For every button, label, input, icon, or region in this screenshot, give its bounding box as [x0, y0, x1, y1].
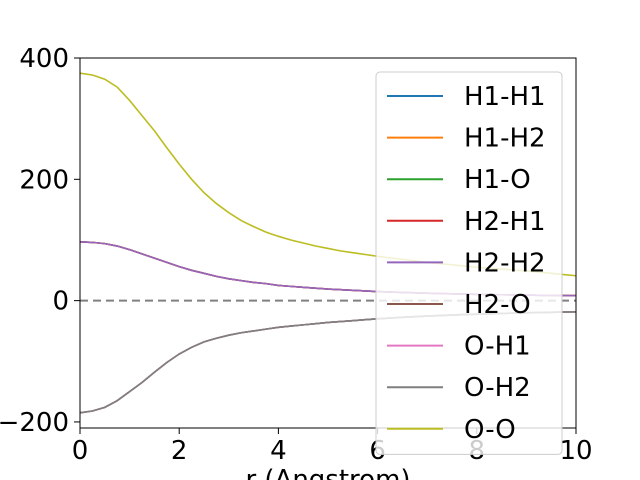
y-tick-label: 400: [19, 44, 69, 74]
x-tick-label: 4: [270, 436, 287, 466]
x-tick-label: 0: [72, 436, 89, 466]
y-axis-ticks: −200 0 200 400: [0, 44, 80, 438]
legend-label: H1-H1: [464, 82, 546, 112]
legend-label: H1-O: [464, 165, 531, 195]
y-tick-label: 0: [52, 287, 69, 317]
legend-label: O-O: [464, 415, 516, 445]
y-tick-label: −200: [0, 408, 69, 438]
x-axis-label: r (Angstrom): [245, 465, 410, 480]
legend-label: H2-H1: [464, 207, 546, 237]
legend-label: O-H2: [464, 373, 531, 403]
x-tick-label: 10: [559, 436, 592, 466]
x-tick-label: 2: [171, 436, 188, 466]
axes-frame: [79, 57, 577, 429]
y-tick-label: 200: [19, 165, 69, 195]
legend-box: [375, 71, 563, 455]
legend-label: H2-H2: [464, 248, 546, 278]
legend-label: H1-H2: [464, 124, 546, 154]
legend-label: O-H1: [464, 332, 531, 362]
legend-label: H2-O: [464, 290, 531, 320]
legend: H1-H1 H1-H2 H1-O H2-H1 H2-H2 H2-O O-H1 O-H2 O-O: [375, 71, 563, 455]
